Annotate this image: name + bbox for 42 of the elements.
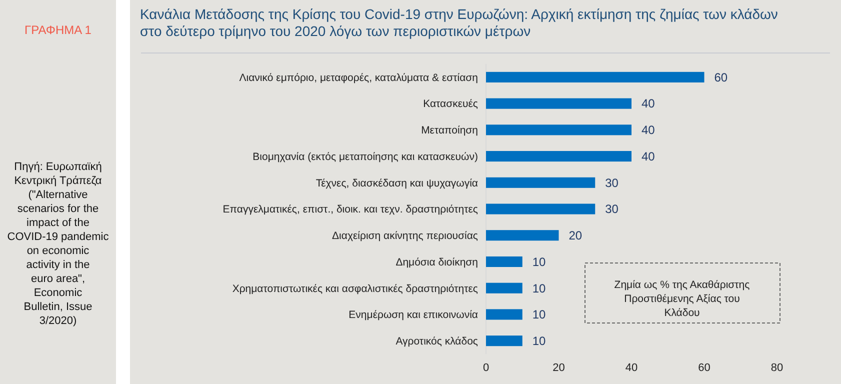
data-label: 30	[605, 176, 619, 190]
y-tick-label: Αγροτικός κλάδος	[396, 335, 478, 348]
x-tick-label: 0	[482, 362, 490, 374]
bar	[486, 256, 522, 267]
data-label: 40	[642, 123, 656, 138]
y-tick-label: Επαγγελματικές, επιστ., διοικ. και τεχν. δραστηριότητες	[222, 204, 478, 216]
data-label: 10	[532, 281, 546, 296]
data-label: 10	[532, 308, 546, 322]
y-tick-label: Διαχείριση ακίνητης περιουσίας	[332, 230, 478, 242]
x-tick-label: 80	[770, 362, 784, 374]
bar	[486, 72, 704, 82]
y-tick-label: Λιανικό εμπόριο, μεταφορές, καταλύματα & εστίαση	[239, 72, 478, 84]
chart-title: Κανάλια Μετάδοσης της Κρίσης του Covid-19 στην Ευρωζώνη: Αρχική εκτίμηση της ζημίας των κλάδων στο δεύτερο τρίμηνο του 2020 λόγω των περιοριστικών μέτρων	[140, 6, 778, 39]
data-label: 10	[532, 334, 546, 348]
bar	[486, 124, 632, 136]
y-tick-label: Τέχνες, διασκέδαση και ψυχαγωγία	[316, 177, 478, 190]
bar	[486, 177, 596, 188]
bar	[486, 282, 522, 294]
x-tick-label: 40	[625, 362, 638, 374]
bar	[486, 336, 522, 346]
bar	[486, 204, 596, 214]
x-tick-label: 20	[552, 362, 565, 374]
data-label: 40	[642, 96, 656, 111]
text: Πηγή: Ευρωπαϊκή Κεντρική Τράπεζα ("Alternative scenarios for the impact of the COVID-19 pandemic on economic activity in the euro area", Economic Bulletin, Issue 3/2020)	[7, 161, 109, 327]
bar	[486, 151, 632, 162]
x-tick-label: 60	[698, 362, 710, 374]
annotation: Ζημία ως % της Ακαθάριστης Προστιθέμενης Αξίας του Κλάδου	[614, 279, 750, 319]
text: ΓΡΑΦΗΜΑ 1	[24, 23, 92, 37]
data-label: 10	[532, 254, 546, 269]
y-tick-label: Κατασκευές	[423, 98, 478, 110]
bar	[486, 98, 632, 109]
data-label: 40	[642, 149, 656, 164]
y-tick-label: Χρηματοπιστωτικές και ασφαλιστικές δραστηριότητες	[232, 282, 478, 295]
y-tick-label: Βιομηχανία (εκτός μεταποίησης και κατασκευών)	[252, 150, 478, 163]
y-tick-label: Μεταποίηση	[421, 124, 478, 137]
y-tick-label: Δημόσια διοίκηση	[396, 256, 478, 268]
data-label: 20	[568, 228, 582, 243]
y-tick-label: Ενημέρωση και επικοινωνία	[348, 309, 478, 322]
bar	[486, 309, 522, 320]
data-label: 60	[714, 70, 728, 84]
data-label: 30	[605, 202, 619, 216]
bar	[486, 230, 559, 241]
